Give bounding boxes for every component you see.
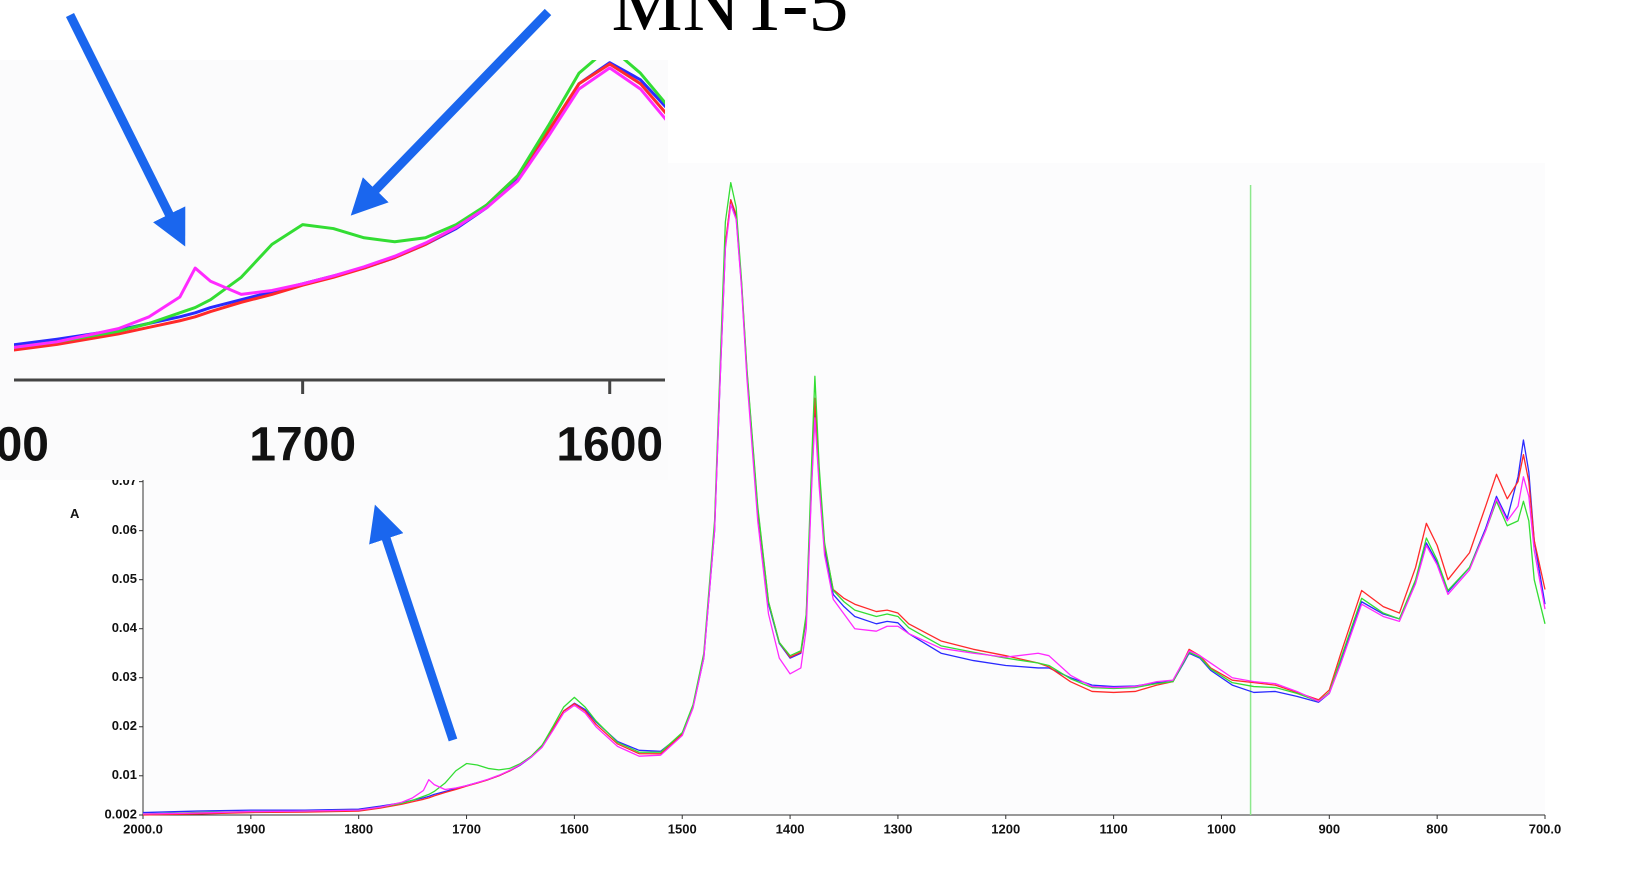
inset-x-tick-label: 1600 (556, 419, 663, 472)
annotation-arrow (369, 504, 458, 742)
inset-background (0, 60, 668, 480)
inset-x-tick-label: 1800 (0, 419, 49, 472)
y-tick-label: 0.06 (112, 522, 137, 537)
spectrum-line (14, 60, 665, 349)
spectrum-line (142, 181, 1546, 815)
x-tick-label: 2000.0 (123, 821, 163, 836)
x-tick-label: 1300 (883, 821, 912, 836)
chart-title: MNT-5 (611, 0, 848, 48)
x-tick-label: 1400 (776, 821, 805, 836)
x-tick-label: 1900 (236, 821, 265, 836)
y-tick-label: 0.01 (112, 767, 137, 782)
inset-plot: 1800 1700 1600 (0, 60, 665, 472)
x-tick-label: 1200 (991, 821, 1020, 836)
spectrum-line (142, 204, 1546, 815)
spectrum-line (14, 66, 665, 349)
x-tick-label: 800 (1426, 821, 1448, 836)
x-tick-label: 1500 (668, 821, 697, 836)
x-tick-label: 700.0 (1529, 821, 1562, 836)
x-tick-label: 1000 (1207, 821, 1236, 836)
x-tick-label: 1700 (452, 821, 481, 836)
y-tick-label: 0.05 (112, 571, 137, 586)
x-tick-label: 1800 (344, 821, 373, 836)
x-tick-label: 1600 (560, 821, 589, 836)
annotation-arrow (350, 8, 552, 216)
y-tick-label: 0.02 (112, 718, 137, 733)
x-tick-label: 1100 (1100, 821, 1128, 836)
x-tick-label: 900 (1318, 821, 1340, 836)
annotation-arrow (65, 12, 186, 247)
y-tick-label: 0.04 (112, 620, 138, 635)
y-axis-label: A (70, 506, 80, 521)
y-tick-label: 0.03 (112, 669, 137, 684)
inset-x-tick-label: 1700 (249, 419, 356, 472)
y-tick-label: 0.002 (104, 806, 137, 821)
series-group (142, 181, 1546, 816)
series-group (14, 60, 665, 352)
